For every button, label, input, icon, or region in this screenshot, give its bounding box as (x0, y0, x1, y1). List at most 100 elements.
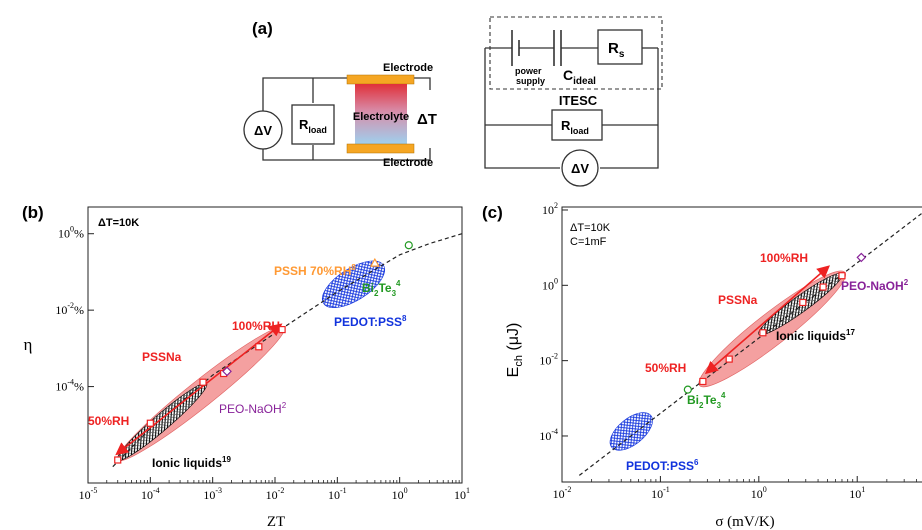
panel-c-region-pedot-pss (609, 412, 653, 451)
panel-b-x-tick-label: 10-4 (141, 486, 160, 502)
panel-b-point-pssna (199, 378, 207, 386)
panel-c-100rh-label: 100%RH (760, 251, 808, 265)
panel-b-point-pssna (114, 456, 122, 464)
panel-c-x-tick-label: 10-1 (651, 485, 670, 501)
panel-b-point-pssna (146, 419, 154, 427)
panel-b-y-tick-label: 100% (58, 225, 84, 241)
svg-text:Rload: Rload (299, 117, 327, 135)
capacitor-sub: ideal (573, 76, 596, 87)
voltmeter-label: ΔV (254, 123, 272, 138)
panel-b-x-tick-label: 10-1 (328, 486, 347, 502)
load-resistor-label: R (299, 117, 309, 132)
panel-b-humidity-arrow (115, 323, 283, 456)
panel-b-ionic-sup: 19 (222, 455, 231, 464)
svg-text:Cideal: Cideal (563, 67, 596, 87)
panel-b-point-bi2te3 (404, 241, 413, 250)
itesc-voltmeter (561, 149, 599, 187)
panel-c-y-tick-label: 102 (542, 201, 558, 217)
electrolyte-label: Electrolyte (353, 111, 409, 123)
panel-c-humidity-arrow (704, 265, 831, 375)
panel-c-ionic-sup: 17 (846, 328, 855, 337)
electrode-bottom-label: Electrode (383, 157, 433, 169)
panel-c-data-layer: 10-2 10-1 100 101 102 100 10-2 10-4 (539, 201, 922, 501)
panel-b-bi-label: Bi (362, 281, 374, 295)
panel-b-pedot-sup: 8 (402, 314, 407, 323)
panel-b-50rh-label: 50%RH (88, 414, 129, 428)
panel-c-point-bi2te3 (683, 385, 692, 394)
itesc-boundary (489, 16, 663, 90)
load-resistor-sub: load (308, 125, 327, 135)
panel-b-pssna-label: PSSNa (142, 350, 182, 364)
panel-b-x-tick-label: 10-2 (266, 486, 285, 502)
panel-b-pssh-sup: 8 (351, 263, 356, 272)
panel-b-x-tick-label: 101 (454, 486, 470, 502)
panel-b-point-pssna (255, 343, 263, 351)
panel-b-pedot-label: PEDOT:PSS (334, 315, 402, 329)
panel-b-trend-line (112, 233, 463, 468)
panel-c-y-axis-sub: ch (513, 355, 525, 367)
power-supply-label-1: power (515, 66, 542, 76)
svg-text:PEDOT:PSS6: PEDOT:PSS6 (626, 458, 699, 473)
load-resistor (291, 104, 335, 145)
panel-b-point-pssh-70-rh (369, 257, 380, 267)
panel-c-point-pssna (759, 329, 767, 337)
panel-b-bi-sub: 2 (374, 289, 379, 298)
panel-b-x-axis-label: ZT (267, 514, 285, 530)
panel-b-peo-label: PEO-NaOH (219, 402, 282, 416)
panel-b-y-tick-label: 10-4% (55, 378, 84, 394)
series-resistor-label: R (608, 40, 619, 57)
panel-c-y-tick-label: 100 (542, 276, 558, 292)
itesc-label: ITESC (559, 93, 598, 108)
panel-b-bi-sup: 4 (396, 279, 401, 288)
panel-b-te-sub: 3 (392, 289, 397, 298)
panel-c-pssna-label: PSSNa (718, 293, 758, 307)
svg-text:Ech (μJ): Ech (μJ) (505, 323, 525, 378)
panel-c-x-tick-label: 10-2 (553, 485, 572, 501)
series-resistor (597, 29, 643, 65)
panel-c-x-tick-label: 101 (849, 485, 865, 501)
svg-text:Ionic liquids19: Ionic liquids19 (152, 455, 231, 470)
panel-b-label: (b) (22, 203, 44, 222)
panel-c-point-pssna (838, 272, 846, 280)
panel-c-pedot-sup: 6 (694, 458, 699, 467)
panel-c-te-label: Te (703, 393, 716, 407)
panel-b-x-tick-label: 10-5 (79, 486, 98, 502)
panel-a-diagram: (a) ΔV Rload Electrode Electrolyte Elect… (243, 16, 663, 187)
panel-b-y-axis-label: η (24, 335, 33, 354)
panel-c-x-axis-label: σ (mV/K) (715, 514, 774, 530)
panel-c-label: (c) (482, 203, 503, 222)
electrolyte-block (355, 84, 407, 144)
svg-text:Rload: Rload (561, 118, 589, 136)
electrode-top (346, 74, 415, 85)
itesc-circuit (484, 30, 659, 169)
panel-c-condition-2: C=1mF (570, 236, 607, 248)
panel-c-bi-label: Bi (687, 393, 699, 407)
panel-c-point-pssna (799, 298, 807, 307)
svg-text:PEO-NaOH2: PEO-NaOH2 (219, 401, 287, 416)
panel-c-y-tick-label: 10-2 (539, 352, 558, 368)
panel-c-y-axis-label: E (505, 367, 522, 378)
panel-b-ionic-label: Ionic liquids (152, 456, 222, 470)
voltmeter-circle (243, 110, 283, 150)
panel-c-y-axis-unit: (μJ) (505, 323, 522, 355)
panel-c-point-peo-naoh (856, 252, 867, 263)
itesc-load-resistor (551, 109, 603, 141)
itesc-load-sub: load (570, 126, 589, 136)
panel-b-peo-sup: 2 (282, 401, 287, 410)
panel-c-peo-sup: 2 (904, 278, 909, 287)
svg-text:Bi2Te34: Bi2Te34 (687, 391, 726, 410)
panel-c-x-tick-label: 100 (751, 485, 767, 501)
panel-c-ionic-label: Ionic liquids (776, 329, 846, 343)
panel-b-pssh-label: PSSH 70%RH (274, 264, 351, 278)
panel-b-x-tick-label: 10-3 (203, 486, 222, 502)
panel-b-100rh-label: 100%RH (232, 319, 280, 333)
delta-t-label: ΔT (417, 111, 437, 128)
panel-c-peo-label: PEO-NaOH (841, 279, 904, 293)
panel-c-y-tick-label: 10-4 (539, 427, 558, 443)
panel-b-x-tick-label: 100 (392, 486, 408, 502)
svg-text:Bi2Te34: Bi2Te34 (362, 279, 401, 298)
capacitor-label: C (563, 67, 573, 83)
svg-text:PSSH 70%RH8: PSSH 70%RH8 (274, 263, 356, 278)
panel-c-bi-sup: 4 (721, 391, 726, 400)
